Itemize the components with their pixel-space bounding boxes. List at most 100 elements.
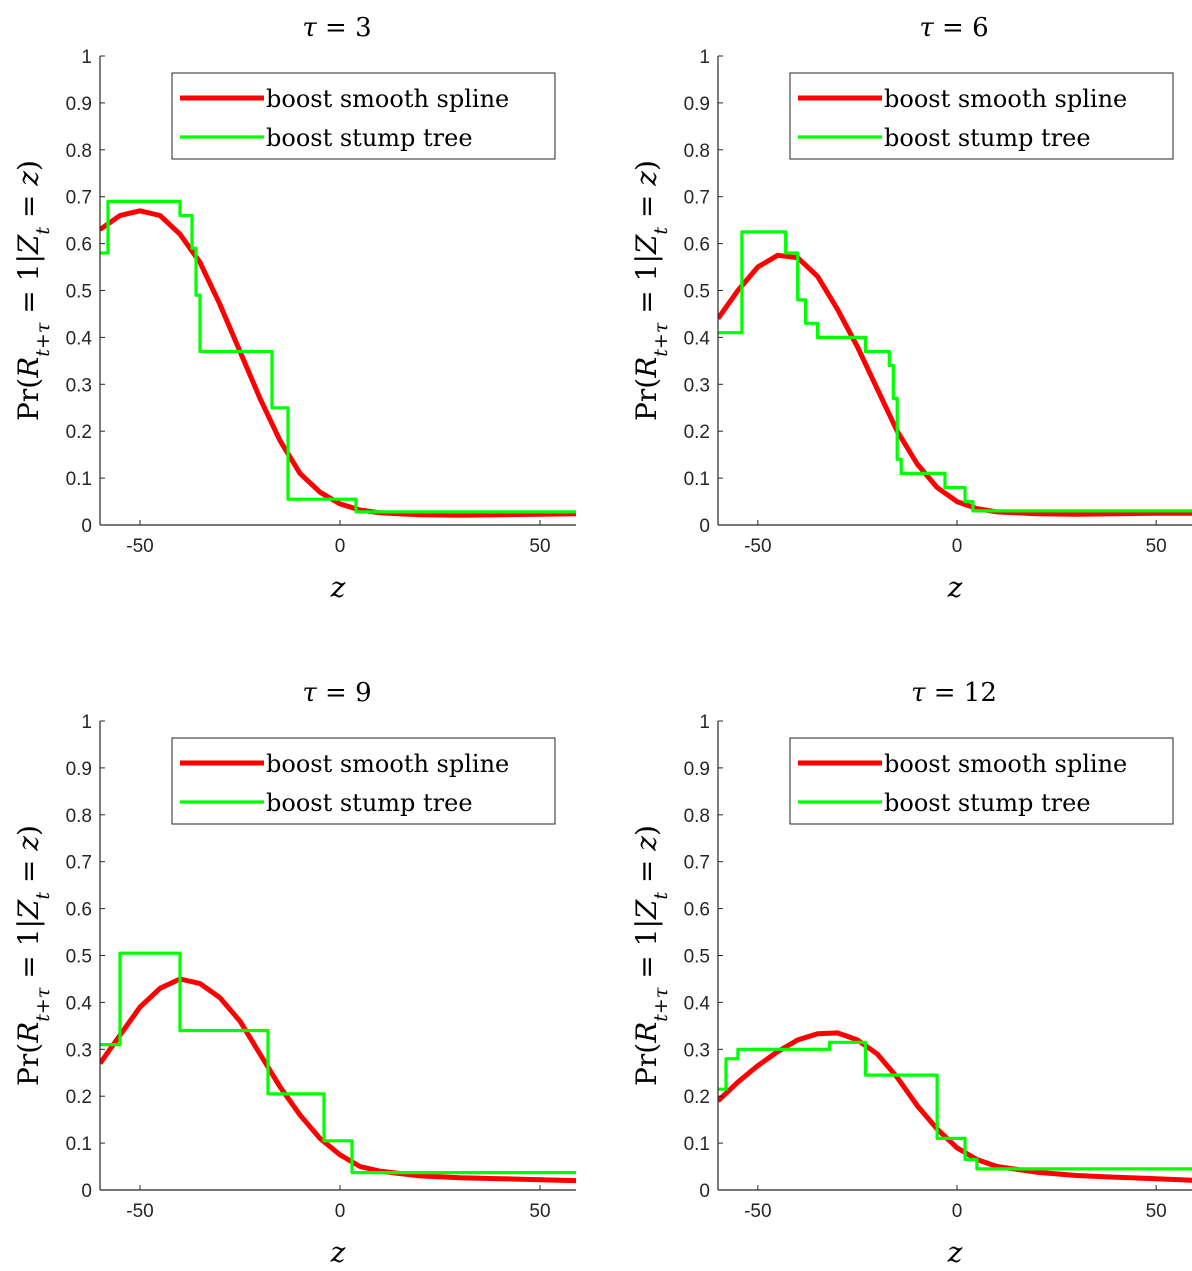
y-tick-label: 0.4 — [684, 993, 711, 1014]
legend-label: boost stump tree — [884, 124, 1091, 152]
y-tick-label: 0.8 — [66, 141, 92, 162]
y-tick-label: 0 — [699, 1181, 710, 1202]
series-line-stump-tree — [100, 199, 576, 514]
series-line-stump-tree — [100, 951, 576, 1175]
y-tick-label: 0.6 — [684, 900, 710, 921]
legend: boost smooth spline boost stump tree — [789, 737, 1174, 825]
y-tick-label: 0.7 — [684, 853, 710, 874]
legend-label: boost stump tree — [266, 124, 473, 152]
y-tick-label: 0.7 — [66, 853, 92, 874]
x-tick-label: -50 — [744, 536, 771, 557]
y-tick-label: 0.4 — [66, 993, 93, 1014]
y-tick-label: 1 — [81, 712, 92, 733]
y-axis-label: Pr(Rt+τ = 1|Zt = z) — [630, 825, 672, 1086]
x-tick-label: 50 — [529, 1201, 550, 1222]
y-tick-label: 0.2 — [66, 422, 92, 443]
y-tick-label: 0.6 — [66, 900, 92, 921]
chart-title: τ = 6 — [919, 13, 988, 43]
series-line-stump-tree — [718, 1040, 1192, 1171]
x-axis-label: z — [330, 571, 346, 604]
y-axis-label: Pr(Rt+τ = 1|Zt = z) — [630, 160, 672, 421]
x-tick-label: 50 — [1146, 1201, 1167, 1222]
plot-area — [100, 951, 576, 1184]
x-tick-label: -50 — [126, 1201, 153, 1222]
legend: boost smooth spline boost stump tree — [171, 72, 556, 160]
y-tick-label: 0.8 — [66, 806, 92, 827]
series-line-smooth-spline — [100, 208, 576, 518]
y-tick-label: 1 — [81, 47, 92, 68]
x-tick-label: 0 — [952, 536, 963, 557]
y-tick-label: 0.4 — [684, 328, 711, 349]
series-line-smooth-spline — [100, 976, 576, 1184]
chart-panel-4: 0 0.1 0.2 0.3 0.4 0.5 0.6 0.7 0.8 0.9 1 -50 0 50 τ = 1… — [630, 678, 1192, 1269]
plot-area — [718, 230, 1192, 517]
y-tick-label: 0.3 — [66, 1040, 92, 1061]
chart-title: τ = 3 — [302, 13, 371, 43]
y-tick-label: 0.6 — [684, 235, 710, 256]
legend-label: boost smooth spline — [266, 750, 509, 778]
series-line-smooth-spline — [718, 1030, 1192, 1183]
y-tick-label: 1 — [699, 47, 710, 68]
y-axis-label: Pr(Rt+τ = 1|Zt = z) — [12, 825, 54, 1086]
legend-box — [171, 72, 556, 160]
y-tick-label: 0.3 — [684, 375, 710, 396]
x-tick-label: 50 — [1146, 536, 1167, 557]
y-tick-label: 0.5 — [66, 947, 92, 968]
y-tick-label: 0.3 — [66, 375, 92, 396]
y-tick-label: 0.1 — [684, 469, 710, 490]
legend: boost smooth spline boost stump tree — [789, 72, 1174, 160]
y-tick-label: 0.2 — [66, 1087, 92, 1108]
legend-label: boost stump tree — [266, 789, 473, 817]
legend-label: boost smooth spline — [884, 750, 1127, 778]
legend-box — [171, 737, 556, 825]
y-tick-label: 0.1 — [684, 1134, 710, 1155]
plot-area — [100, 199, 576, 518]
chart-panel-2: 0 0.1 0.2 0.3 0.4 0.5 0.6 0.7 0.8 0.9 1 -50 0 50 τ = 6… — [630, 13, 1192, 604]
y-tick-label: 0.2 — [684, 422, 710, 443]
y-tick-label: 0.9 — [66, 759, 92, 780]
y-tick-label: 0.5 — [66, 282, 92, 303]
x-tick-label: -50 — [126, 536, 153, 557]
x-axis-label: z — [330, 1236, 346, 1269]
x-tick-label: 0 — [335, 536, 346, 557]
y-tick-label: 0.7 — [66, 188, 92, 209]
y-tick-label: 0.1 — [66, 469, 92, 490]
y-tick-label: 0.8 — [684, 141, 710, 162]
legend-box — [789, 72, 1174, 160]
y-tick-label: 0.6 — [66, 235, 92, 256]
chart-title: τ = 12 — [911, 678, 997, 708]
x-axis-label: z — [947, 571, 963, 604]
y-tick-label: 0.9 — [684, 759, 710, 780]
y-tick-label: 0.3 — [684, 1040, 710, 1061]
y-tick-label: 0.1 — [66, 1134, 92, 1155]
legend-box — [789, 737, 1174, 825]
legend: boost smooth spline boost stump tree — [171, 737, 556, 825]
legend-label: boost smooth spline — [266, 85, 509, 113]
legend-label: boost smooth spline — [884, 85, 1127, 113]
y-tick-label: 0.7 — [684, 188, 710, 209]
chart-panel-3: 0 0.1 0.2 0.3 0.4 0.5 0.6 0.7 0.8 0.9 1 -50 0 50 τ = 9… — [12, 678, 576, 1269]
y-tick-label: 0.5 — [684, 947, 710, 968]
y-tick-label: 0 — [699, 516, 710, 537]
x-tick-label: -50 — [744, 1201, 771, 1222]
y-tick-label: 0 — [81, 516, 92, 537]
series-line-stump-tree — [718, 230, 1192, 513]
y-tick-label: 0.9 — [684, 94, 710, 115]
y-tick-label: 0.4 — [66, 328, 93, 349]
y-axis-label: Pr(Rt+τ = 1|Zt = z) — [12, 160, 54, 421]
y-tick-label: 1 — [699, 712, 710, 733]
chart-panel-1: 0 0.1 0.2 0.3 0.4 0.5 0.6 0.7 0.8 0.9 1 -50 0 50 τ = 3… — [12, 13, 576, 604]
x-tick-label: 50 — [529, 536, 550, 557]
legend-label: boost stump tree — [884, 789, 1091, 817]
x-tick-label: 0 — [952, 1201, 963, 1222]
y-tick-label: 0 — [81, 1181, 92, 1202]
series-line-smooth-spline — [718, 252, 1192, 517]
y-tick-label: 0.2 — [684, 1087, 710, 1108]
chart-title: τ = 9 — [302, 678, 371, 708]
y-tick-label: 0.5 — [684, 282, 710, 303]
x-axis-label: z — [947, 1236, 963, 1269]
y-tick-label: 0.9 — [66, 94, 92, 115]
plot-area — [718, 1030, 1192, 1183]
y-tick-label: 0.8 — [684, 806, 710, 827]
